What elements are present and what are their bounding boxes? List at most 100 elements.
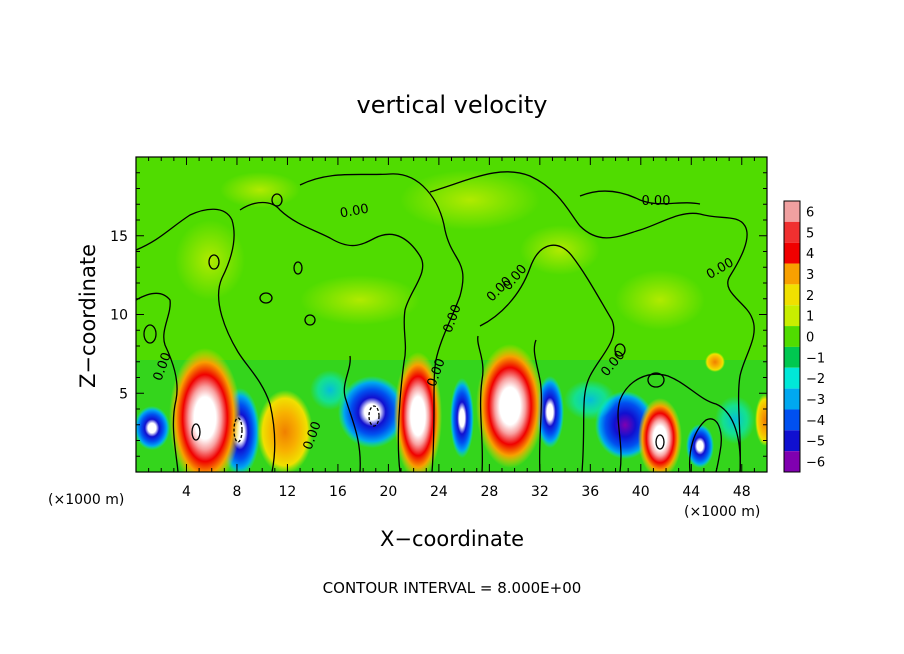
shade-patch xyxy=(520,225,600,275)
colorbar-label: 5 xyxy=(806,226,814,241)
updraft-zones xyxy=(169,344,767,472)
contour-label: 0.00 xyxy=(339,202,370,222)
colorbar-label: −4 xyxy=(806,414,825,429)
colorbar-swatch xyxy=(784,263,800,285)
x-tick-label: 28 xyxy=(480,484,498,500)
x-tick-label: 16 xyxy=(329,484,347,500)
contour-loop xyxy=(304,314,316,326)
colorbar-swatch xyxy=(784,367,800,389)
contour-line xyxy=(429,171,755,472)
colorbar-swatch xyxy=(784,430,800,452)
contour-line xyxy=(343,355,361,472)
colorbar-label: −6 xyxy=(806,456,825,471)
contour-line xyxy=(479,244,615,472)
x-tick-label: 20 xyxy=(379,484,397,500)
updraft-cell xyxy=(638,398,682,472)
colorbar-swatch xyxy=(784,388,800,410)
y-axis-label: Z−coordinate xyxy=(76,244,100,388)
y-axis: 5 10 15 xyxy=(110,172,767,457)
shade-patch xyxy=(400,170,540,230)
contour-loop xyxy=(647,372,665,388)
x-tick-label: 36 xyxy=(581,484,599,500)
colorbar-swatch xyxy=(784,221,800,243)
contour-loop xyxy=(271,193,283,207)
colorbar-frame xyxy=(783,200,801,473)
shade-patch xyxy=(615,270,705,330)
x-axis: 4 8 12 16 20 24 28 32 36 40 44 48 xyxy=(148,157,755,500)
contour-loop xyxy=(259,292,273,304)
y-tick-label: 10 xyxy=(110,308,128,324)
contour-line xyxy=(136,208,276,472)
contour-labels: 0.00 0.00 0.00 0.00 0.00 0.00 0.00 0.00 … xyxy=(151,194,737,452)
colorbar-label: −1 xyxy=(806,351,825,366)
updraft-cell xyxy=(169,348,241,472)
contour-line xyxy=(579,190,701,205)
contour-line xyxy=(533,339,543,472)
contour-loop xyxy=(208,254,220,270)
updraft-cell xyxy=(705,352,725,372)
x-axis-label: X−coordinate xyxy=(380,527,524,551)
downdraft-cell xyxy=(715,396,755,444)
contour-loop xyxy=(655,434,665,450)
x-tick-label: 4 xyxy=(182,484,191,500)
colorbar-swatch xyxy=(784,201,800,222)
colorbar-label: −2 xyxy=(806,372,825,387)
colorbar-label: −3 xyxy=(806,393,825,408)
contour-loop xyxy=(143,324,157,344)
x-tick-label: 24 xyxy=(430,484,448,500)
chart-title: vertical velocity xyxy=(357,91,548,119)
contour-loop xyxy=(293,261,303,275)
downdraft-cell xyxy=(136,406,170,450)
contour-loop xyxy=(368,405,380,427)
colorbar-swatch xyxy=(784,305,800,327)
x-tick-label: 44 xyxy=(682,484,700,500)
colorbar-label: 4 xyxy=(806,247,814,262)
contour-line xyxy=(299,173,464,472)
downdraft-cell xyxy=(450,378,474,458)
x-tick-label: 48 xyxy=(733,484,751,500)
contour-interval-note: CONTOUR INTERVAL = 8.000E+00 xyxy=(323,579,582,597)
colorbar-swatch xyxy=(784,284,800,306)
updraft-cell xyxy=(476,344,544,468)
contour-line xyxy=(617,373,741,472)
x-tick-label: 32 xyxy=(531,484,549,500)
upper-field-shading xyxy=(175,170,705,330)
contour-loop xyxy=(191,423,201,441)
contour-loop xyxy=(614,343,626,357)
colorbar-swatch xyxy=(784,451,800,472)
downdraft-cell xyxy=(564,380,616,420)
colorbar-label: 3 xyxy=(806,268,814,283)
contour-line xyxy=(239,201,424,472)
colorbar: 6 5 4 3 2 1 0 −1 −2 −3 −4 −5 −6 xyxy=(783,200,825,473)
x-tick-label: 40 xyxy=(632,484,650,500)
y-tick-label: 5 xyxy=(119,386,128,402)
x-tick-label: 8 xyxy=(232,484,241,500)
contour-line xyxy=(136,292,179,472)
colorbar-label: 2 xyxy=(806,289,814,304)
updraft-cell xyxy=(394,352,442,472)
colorbar-swatch xyxy=(784,326,800,347)
updraft-cell xyxy=(755,394,767,446)
x-unit-left: (×1000 m) xyxy=(48,492,124,508)
downdraft-cell xyxy=(310,370,350,410)
shade-patch xyxy=(220,172,300,208)
colorbar-label: 0 xyxy=(806,331,814,346)
x-unit-right: (×1000 m) xyxy=(684,504,760,520)
contour-line xyxy=(477,335,484,472)
colorbar-label: 1 xyxy=(806,310,814,325)
contour-line xyxy=(688,418,722,472)
contour-label: 0.00 xyxy=(642,194,671,209)
downdraft-cell xyxy=(686,424,714,468)
contour-loop xyxy=(233,417,243,443)
shade-patch xyxy=(175,220,245,300)
colorbar-label: 6 xyxy=(806,205,814,220)
zero-contours xyxy=(136,171,755,472)
colorbar-label: −5 xyxy=(806,435,825,450)
updraft-cell xyxy=(257,390,313,472)
plot-area: 0.00 0.00 0.00 0.00 0.00 0.00 0.00 0.00 … xyxy=(136,157,767,472)
x-tick-label: 12 xyxy=(279,484,297,500)
colorbar-swatch xyxy=(784,409,800,431)
shade-patch xyxy=(300,275,420,325)
colorbar-swatch xyxy=(784,242,800,264)
